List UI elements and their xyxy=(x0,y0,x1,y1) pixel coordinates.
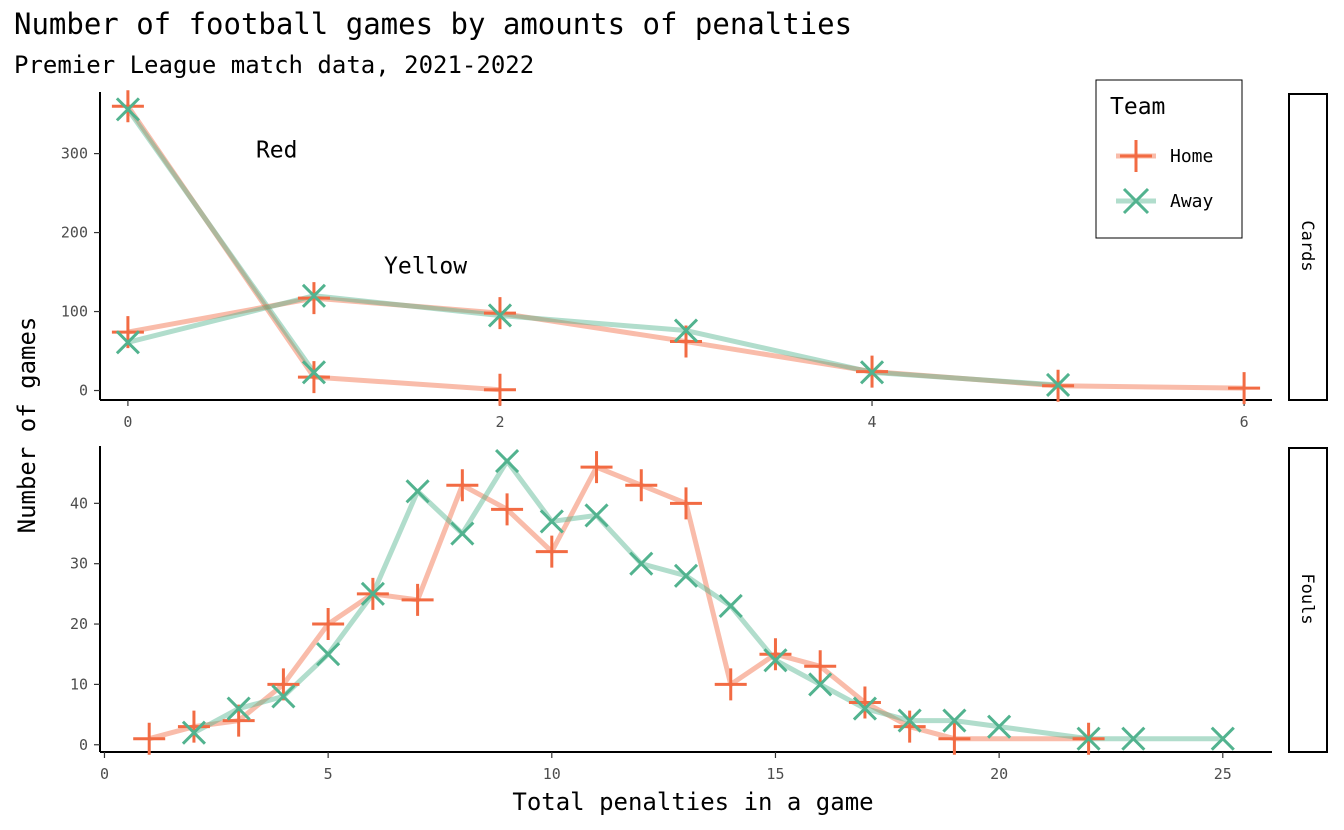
point-home xyxy=(759,638,792,671)
facet-strip xyxy=(1288,447,1328,753)
point-away xyxy=(316,642,341,667)
x-tick-label: 10 xyxy=(543,765,561,783)
y-tick-label: 200 xyxy=(61,224,88,242)
point-away xyxy=(808,672,833,697)
y-axis-title: Number of games xyxy=(13,317,41,534)
point-away xyxy=(942,708,967,733)
legend-label-away: Away xyxy=(1170,191,1214,212)
point-home xyxy=(535,535,568,568)
point-home xyxy=(401,583,434,616)
legend-item-home: Home xyxy=(1116,140,1213,172)
point-away xyxy=(115,330,140,355)
x-tick-label: 25 xyxy=(1214,765,1232,783)
point-home xyxy=(297,282,330,315)
point-away xyxy=(1121,726,1146,751)
y-tick-label: 300 xyxy=(61,145,88,163)
series-line-away-yellow xyxy=(127,293,1059,388)
point-away xyxy=(450,521,475,546)
chart-subtitle: Premier League match data, 2021-2022 xyxy=(14,51,534,79)
point-home xyxy=(625,469,658,502)
point-away xyxy=(495,449,520,474)
facet-strip-label: Cards xyxy=(1297,220,1317,271)
legend-box xyxy=(1095,79,1243,239)
panel-fouls: 0 10 20 30 40 0 5 10 15 20 25 Fouls xyxy=(70,446,1328,783)
x-tick-label: 0 xyxy=(100,765,109,783)
point-home xyxy=(446,469,479,502)
point-home xyxy=(133,722,166,755)
x-tick-label: 20 xyxy=(990,765,1008,783)
point-home xyxy=(483,297,516,330)
series-line-away-red xyxy=(125,107,316,374)
x-tick-label: 0 xyxy=(123,413,132,431)
y-tick-label: 20 xyxy=(70,615,88,633)
legend-title: Team xyxy=(1110,94,1165,120)
point-away xyxy=(181,720,206,745)
point-away xyxy=(301,283,326,308)
point-away xyxy=(360,581,385,606)
point-home xyxy=(848,686,881,719)
point-home xyxy=(804,650,837,683)
y-tick-label: 30 xyxy=(70,555,88,573)
facet-strip xyxy=(1288,93,1328,401)
x-axis-title: Total penalties in a game xyxy=(512,788,873,816)
point-away xyxy=(301,360,326,385)
y-tick-label: 10 xyxy=(70,675,88,693)
panel-cards: 0 100 200 300 0 2 4 6 Cards Red Yellow xyxy=(61,90,1328,431)
plus-icon xyxy=(1120,140,1152,172)
point-away xyxy=(673,318,699,343)
y-tick-label: 40 xyxy=(70,494,88,512)
facet-strip-label: Fouls xyxy=(1297,573,1317,624)
point-home xyxy=(714,668,747,701)
point-away xyxy=(1210,726,1235,751)
legend-item-away: Away xyxy=(1116,187,1214,215)
panels: 0 100 200 300 0 2 4 6 Cards Red Yellow 0 10 20 30 40 0 5 1… xyxy=(61,90,1328,783)
point-away xyxy=(629,551,654,576)
point-away xyxy=(539,509,564,534)
x-tick-label: 6 xyxy=(1240,413,1249,431)
annotation-red: Red xyxy=(256,138,298,164)
y-tick-label: 0 xyxy=(79,736,88,754)
x-tick-label: 2 xyxy=(495,413,504,431)
legend-label-home: Home xyxy=(1170,146,1213,167)
series-line-home xyxy=(148,464,1089,742)
point-home xyxy=(670,487,702,520)
point-away xyxy=(987,714,1012,739)
point-away xyxy=(271,684,296,709)
point-home xyxy=(893,710,926,743)
x-tick-label: 5 xyxy=(324,765,333,783)
point-away xyxy=(584,503,609,528)
y-tick-label: 0 xyxy=(79,382,88,400)
point-home xyxy=(111,90,144,123)
point-away xyxy=(763,648,788,673)
point-home xyxy=(938,722,971,755)
point-home xyxy=(491,493,524,526)
point-home xyxy=(483,373,516,406)
chart-title: Number of football games by amounts of p… xyxy=(14,7,852,41)
point-away xyxy=(1045,372,1071,398)
point-away xyxy=(897,708,922,733)
point-away xyxy=(226,696,251,721)
x-tick-label: 15 xyxy=(766,765,784,783)
point-home xyxy=(297,361,330,394)
point-away xyxy=(859,360,885,385)
point-away xyxy=(673,563,699,588)
annotation-yellow: Yellow xyxy=(384,254,467,280)
point-home xyxy=(177,710,210,743)
point-away xyxy=(852,696,877,721)
point-away xyxy=(1076,726,1101,751)
point-home xyxy=(1228,372,1261,405)
point-away xyxy=(405,479,430,504)
series-line-away xyxy=(192,458,1223,742)
series-line-home-red xyxy=(125,104,501,393)
cross-icon xyxy=(1122,187,1150,215)
legend: Team Home Away xyxy=(1095,79,1243,239)
y-tick-label: 100 xyxy=(61,303,88,321)
point-away xyxy=(115,97,140,122)
point-away xyxy=(718,593,743,619)
point-away xyxy=(487,303,513,328)
point-home xyxy=(580,451,613,484)
x-tick-label: 4 xyxy=(868,413,877,431)
point-home xyxy=(312,608,345,641)
